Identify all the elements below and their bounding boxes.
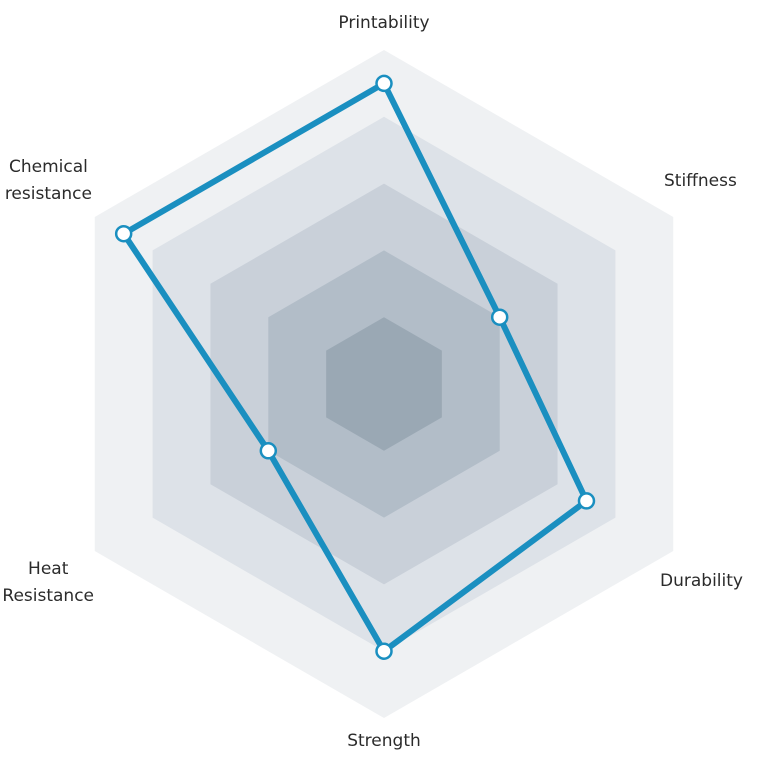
grid-ring-1 bbox=[326, 317, 442, 451]
data-point-heat-resistance bbox=[259, 442, 278, 460]
axis-label-heat-resistance: Heat Resistance bbox=[2, 559, 94, 606]
axis-label-stiffness: Stiffness bbox=[664, 171, 737, 191]
data-point-chemical-resistance bbox=[114, 224, 133, 243]
data-series bbox=[114, 74, 596, 660]
data-point-printability bbox=[375, 74, 393, 93]
axis-label-durability: Durability bbox=[660, 571, 743, 591]
grid-rings bbox=[94, 50, 674, 718]
data-point-durability bbox=[577, 492, 596, 510]
data-point-strength bbox=[375, 642, 393, 660]
axis-label-printability: Printability bbox=[338, 13, 430, 33]
axis-label-strength: Strength bbox=[347, 731, 421, 751]
data-point-stiffness bbox=[490, 308, 509, 326]
axis-label-chemical-resistance: Chemical resistance bbox=[4, 157, 92, 204]
